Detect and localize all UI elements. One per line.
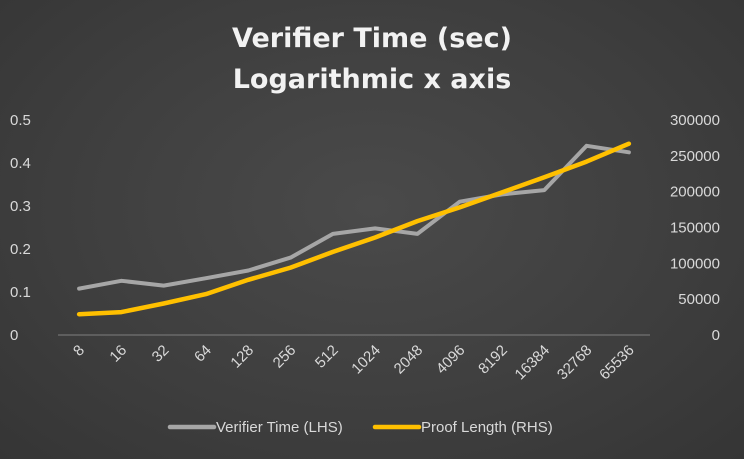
x-tick-label: 1024 bbox=[348, 342, 384, 378]
x-tick-label: 256 bbox=[270, 342, 300, 372]
right-tick-label: 250000 bbox=[670, 148, 720, 165]
left-tick-label: 0.1 bbox=[10, 284, 31, 301]
right-tick-label: 300000 bbox=[670, 112, 720, 129]
x-tick-label: 16384 bbox=[512, 342, 554, 384]
x-tick-label: 128 bbox=[227, 342, 257, 372]
left-tick-label: 0.3 bbox=[10, 198, 31, 215]
right-tick-label: 200000 bbox=[670, 184, 720, 201]
x-tick-label: 64 bbox=[191, 342, 215, 366]
series-line bbox=[76, 141, 632, 317]
x-axis: 8 16 32 64 128 256 512 1024 2048 4096 8192 16384 327… bbox=[58, 334, 650, 384]
x-tick-label: 2048 bbox=[391, 342, 427, 378]
legend-label: Proof Length (RHS) bbox=[421, 419, 553, 436]
x-tick-label: 4096 bbox=[433, 342, 469, 378]
x-tick-label: 8 bbox=[70, 342, 88, 360]
chart-title: Verifier Time (sec) bbox=[232, 23, 512, 54]
right-tick-label: 0 bbox=[712, 327, 720, 344]
x-tick-label: 32 bbox=[149, 342, 173, 366]
series-line bbox=[77, 143, 631, 291]
left-tick-label: 0.4 bbox=[10, 155, 31, 172]
left-axis: 0 0.1 0.2 0.3 0.4 0.5 bbox=[10, 112, 31, 344]
series-layer bbox=[76, 141, 632, 317]
x-tick-label: 16 bbox=[106, 342, 130, 366]
x-tick-label: 32768 bbox=[554, 342, 596, 384]
right-tick-label: 100000 bbox=[670, 255, 720, 272]
left-tick-label: 0.5 bbox=[10, 112, 31, 129]
left-tick-label: 0 bbox=[10, 327, 18, 344]
legend-label: Verifier Time (LHS) bbox=[216, 419, 343, 436]
x-tick-label: 65536 bbox=[596, 342, 638, 384]
chart-subtitle: Logarithmic x axis bbox=[233, 64, 512, 95]
right-tick-label: 150000 bbox=[670, 220, 720, 237]
x-tick-label: 8192 bbox=[475, 342, 511, 378]
right-tick-label: 50000 bbox=[678, 291, 720, 308]
legend: Verifier Time (LHS) Proof Length (RHS) bbox=[167, 419, 553, 436]
left-tick-label: 0.2 bbox=[10, 241, 31, 258]
x-tick-label: 512 bbox=[312, 342, 342, 372]
right-axis: 0 50000 100000 150000 200000 250000 300000 bbox=[670, 112, 720, 344]
